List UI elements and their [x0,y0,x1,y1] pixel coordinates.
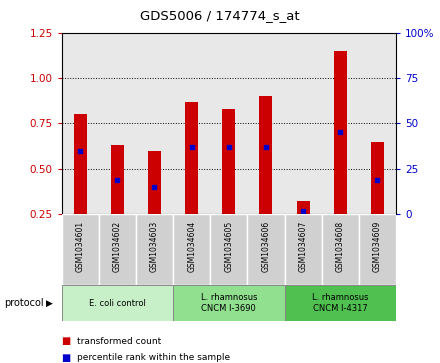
Bar [148,151,161,214]
Text: transformed count: transformed count [77,337,161,346]
Text: percentile rank within the sample: percentile rank within the sample [77,353,230,362]
Bar [260,96,272,214]
Point [77,148,84,154]
Bar [285,214,322,285]
Bar [62,285,173,321]
Point [114,177,121,183]
Text: GSM1034603: GSM1034603 [150,220,159,272]
Point [300,208,307,213]
Point [337,130,344,135]
Bar [334,51,347,214]
Text: GSM1034604: GSM1034604 [187,220,196,272]
Bar [136,214,173,285]
Bar [185,102,198,214]
Text: L. rhamnosus
CNCM I-4317: L. rhamnosus CNCM I-4317 [312,293,369,313]
Bar [62,214,99,285]
Point [262,144,269,150]
Text: GSM1034606: GSM1034606 [261,220,271,272]
Bar [371,142,384,214]
Text: GSM1034605: GSM1034605 [224,220,233,272]
Text: ▶: ▶ [46,299,53,307]
Text: GSM1034609: GSM1034609 [373,220,382,272]
Text: GSM1034602: GSM1034602 [113,220,122,272]
Text: GDS5006 / 174774_s_at: GDS5006 / 174774_s_at [140,9,300,22]
Text: GSM1034607: GSM1034607 [299,220,308,272]
Point [225,144,232,150]
Text: GSM1034608: GSM1034608 [336,220,345,272]
Bar [222,109,235,214]
Text: GSM1034601: GSM1034601 [76,220,84,272]
Bar [99,214,136,285]
Text: L. rhamnosus
CNCM I-3690: L. rhamnosus CNCM I-3690 [201,293,257,313]
Bar [173,214,210,285]
Bar [247,214,285,285]
Bar [285,285,396,321]
Text: protocol: protocol [4,298,44,308]
Bar [297,201,310,214]
Point [374,177,381,183]
Point [151,184,158,190]
Bar [210,214,247,285]
Bar [173,285,285,321]
Bar [322,214,359,285]
Bar [359,214,396,285]
Text: ■: ■ [62,352,71,363]
Bar [111,145,124,214]
Text: ■: ■ [62,336,71,346]
Point [188,144,195,150]
Text: E. coli control: E. coli control [89,299,146,307]
Bar [73,114,87,214]
